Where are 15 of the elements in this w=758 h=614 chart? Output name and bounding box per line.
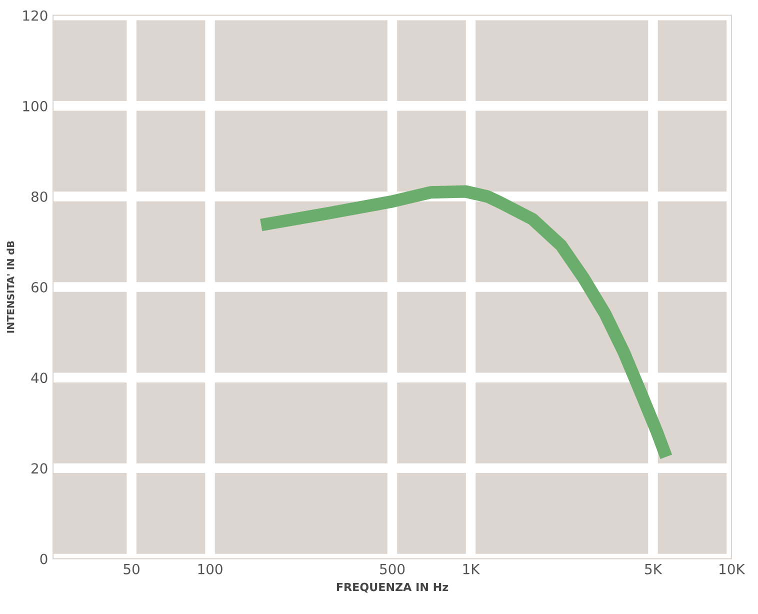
x-tick-label: 100 (198, 564, 222, 574)
y-tick-label: 80 (31, 191, 48, 202)
x-tick-label: 50 (124, 564, 140, 574)
y-tick-label: 40 (31, 372, 48, 384)
x-tick-label: 1K (463, 564, 480, 574)
y-axis-title: INTENSITA' IN dB (6, 241, 14, 333)
x-tick-label: 10K (720, 564, 746, 574)
y-tick-label: 60 (31, 282, 48, 293)
x-tick-label: 500 (380, 564, 405, 574)
y-tick-label: 100 (23, 100, 48, 112)
y-tick-label: 120 (23, 10, 48, 21)
y-tick-label: 0 (40, 554, 48, 564)
y-tick-label: 20 (32, 463, 48, 474)
x-axis-title: FREQUENZA IN Hz (336, 582, 448, 593)
x-tick-label: 5K (645, 564, 662, 574)
